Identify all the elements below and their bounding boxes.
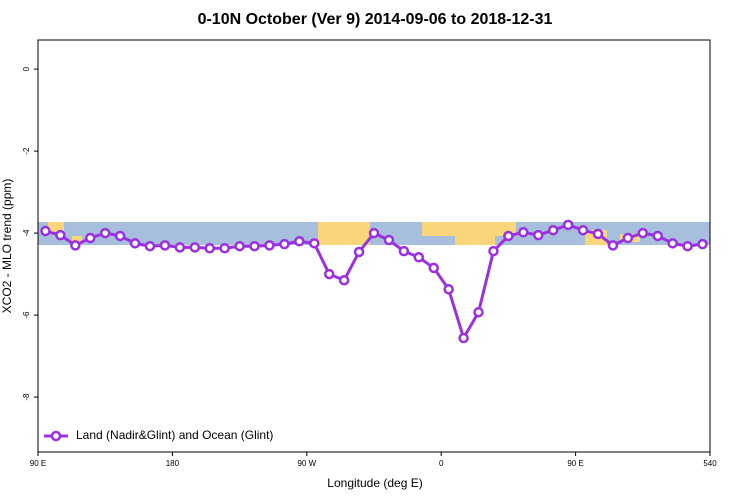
point <box>577 224 589 236</box>
point <box>85 232 96 244</box>
plot-frame <box>37 39 711 453</box>
point <box>652 230 663 242</box>
x-tick-label: 90 W <box>297 459 316 468</box>
point <box>488 245 499 257</box>
point <box>219 243 230 254</box>
point <box>443 283 454 295</box>
point <box>383 234 395 246</box>
point <box>204 243 215 254</box>
point <box>607 240 619 251</box>
point <box>189 242 201 253</box>
point <box>622 232 634 244</box>
point <box>70 240 81 251</box>
point <box>353 246 365 258</box>
legend-marker <box>50 430 62 442</box>
point <box>518 227 529 238</box>
y-tick-label: 0 <box>22 66 31 71</box>
point <box>264 240 275 251</box>
point <box>323 268 335 280</box>
point <box>398 245 410 257</box>
x-tick-label: 90 E <box>567 459 583 468</box>
x-axis-label: Longitude (deg E) <box>327 476 422 490</box>
x-tick-label: 90 E <box>30 459 46 468</box>
point <box>592 228 604 240</box>
chart-title: 0-10N October (Ver 9) 2014-09-06 to 2018… <box>198 11 553 28</box>
point <box>309 238 320 249</box>
point <box>129 238 141 249</box>
point <box>55 229 66 241</box>
point <box>279 238 290 250</box>
point <box>249 240 260 252</box>
x-tick-label: 540 <box>703 459 717 468</box>
point <box>144 240 156 252</box>
point <box>234 240 245 252</box>
y-tick-label: -2 <box>22 147 31 155</box>
point <box>667 238 678 249</box>
point <box>294 236 305 247</box>
point <box>503 230 514 242</box>
y-tick-label: -6 <box>22 311 31 319</box>
x-tick-label: 180 <box>166 459 180 468</box>
point <box>368 227 380 239</box>
point <box>174 242 186 253</box>
point <box>428 262 439 274</box>
point <box>562 219 574 231</box>
point <box>697 238 708 250</box>
point <box>682 240 693 252</box>
y-axis-label: XCO2 - MLO trend (ppm) <box>0 179 14 314</box>
point <box>533 229 544 241</box>
point <box>413 252 425 263</box>
x-tick-label: 0 <box>439 459 444 468</box>
point <box>473 306 484 318</box>
point <box>40 225 51 237</box>
y-tick-label: -8 <box>22 393 31 401</box>
point <box>637 227 649 239</box>
point <box>159 240 171 251</box>
point <box>99 227 111 239</box>
point <box>114 230 126 242</box>
point <box>458 332 469 344</box>
point <box>338 274 350 286</box>
legend-label: Land (Nadir&Glint) and Ocean (Glint) <box>76 428 273 442</box>
y-tick-label: -4 <box>22 229 31 237</box>
point <box>547 224 559 236</box>
